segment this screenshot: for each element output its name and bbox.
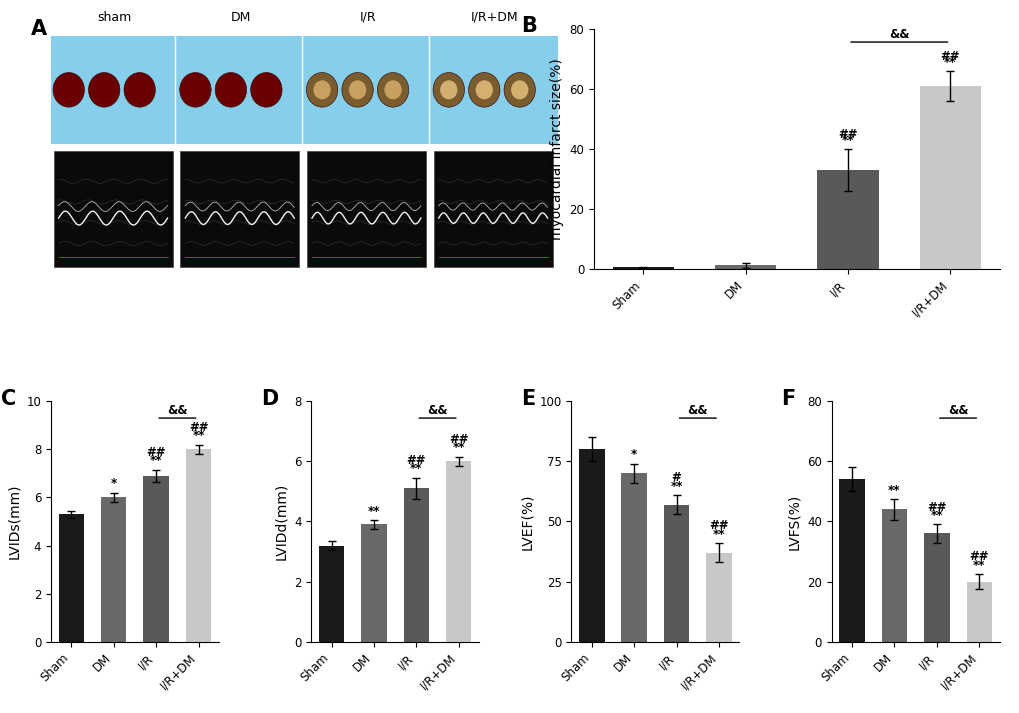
Text: C: C <box>1 389 16 409</box>
Text: ##: ## <box>926 501 946 513</box>
Bar <box>880 510 906 642</box>
Bar <box>663 505 689 642</box>
Bar <box>404 488 429 642</box>
Text: &&: && <box>889 28 909 41</box>
Ellipse shape <box>215 73 247 107</box>
Ellipse shape <box>384 81 401 99</box>
Text: **: ** <box>929 509 943 522</box>
Text: **: ** <box>712 528 725 540</box>
FancyBboxPatch shape <box>53 151 172 267</box>
Text: ##: ## <box>838 128 857 141</box>
Bar <box>58 514 84 642</box>
Bar <box>705 553 731 642</box>
Text: ##: ## <box>147 446 166 459</box>
Bar <box>816 170 878 269</box>
Ellipse shape <box>511 81 528 99</box>
Text: **: ** <box>193 429 205 442</box>
Text: **: ** <box>452 441 465 454</box>
Text: **: ** <box>368 505 380 518</box>
Text: &&: && <box>947 404 967 417</box>
Text: **: ** <box>841 134 854 148</box>
Text: **: ** <box>972 559 984 572</box>
Text: E: E <box>521 389 535 409</box>
Text: DM: DM <box>230 11 251 24</box>
Text: **: ** <box>150 454 162 467</box>
Text: I/R: I/R <box>359 11 376 24</box>
Ellipse shape <box>306 73 337 107</box>
Text: F: F <box>781 389 795 409</box>
FancyBboxPatch shape <box>180 151 299 267</box>
Ellipse shape <box>179 73 211 107</box>
Text: *: * <box>110 477 117 491</box>
Y-axis label: myocardial infarct size(%): myocardial infarct size(%) <box>549 58 564 240</box>
Y-axis label: LVIDs(mm): LVIDs(mm) <box>7 483 20 559</box>
Text: ##: ## <box>940 50 959 63</box>
Text: ##: ## <box>189 421 208 434</box>
Text: D: D <box>261 389 278 409</box>
FancyBboxPatch shape <box>433 151 552 267</box>
Text: #: # <box>672 471 681 484</box>
Bar <box>361 525 386 642</box>
FancyBboxPatch shape <box>51 36 557 144</box>
Text: ##: ## <box>448 433 468 446</box>
Text: **: ** <box>669 480 682 493</box>
Ellipse shape <box>475 81 492 99</box>
Ellipse shape <box>251 73 282 107</box>
Bar <box>579 449 604 642</box>
Text: *: * <box>631 448 637 461</box>
Bar <box>612 267 674 269</box>
Bar <box>621 473 646 642</box>
Text: ##: ## <box>708 519 728 533</box>
Bar <box>319 545 344 642</box>
Ellipse shape <box>377 73 409 107</box>
Text: ##: ## <box>968 550 988 563</box>
Text: **: ** <box>888 483 900 496</box>
Ellipse shape <box>313 81 330 99</box>
Text: **: ** <box>410 463 422 476</box>
Text: sham: sham <box>97 11 131 24</box>
Ellipse shape <box>433 73 464 107</box>
Bar <box>966 582 991 642</box>
Bar <box>101 498 126 642</box>
Ellipse shape <box>89 73 120 107</box>
Bar <box>144 476 169 642</box>
Bar <box>919 86 980 269</box>
Ellipse shape <box>503 73 535 107</box>
Text: A: A <box>31 19 47 39</box>
Text: &&: && <box>427 404 447 417</box>
Bar <box>839 479 864 642</box>
Bar <box>185 449 211 642</box>
Ellipse shape <box>53 73 85 107</box>
Ellipse shape <box>348 81 366 99</box>
Bar <box>445 461 471 642</box>
FancyBboxPatch shape <box>307 151 426 267</box>
Bar <box>923 533 949 642</box>
Text: &&: && <box>687 404 707 417</box>
Text: &&: && <box>167 404 187 417</box>
Ellipse shape <box>468 73 499 107</box>
Y-axis label: LVEF(%): LVEF(%) <box>520 493 533 550</box>
Text: ##: ## <box>407 454 426 467</box>
Bar <box>714 265 775 269</box>
Ellipse shape <box>124 73 155 107</box>
Text: B: B <box>521 16 537 36</box>
Text: I/R+DM: I/R+DM <box>470 11 518 24</box>
Y-axis label: LVIDd(mm): LVIDd(mm) <box>274 483 288 560</box>
Y-axis label: LVFS(%): LVFS(%) <box>787 493 801 550</box>
Ellipse shape <box>341 73 373 107</box>
Text: **: ** <box>944 56 956 69</box>
Ellipse shape <box>440 81 457 99</box>
